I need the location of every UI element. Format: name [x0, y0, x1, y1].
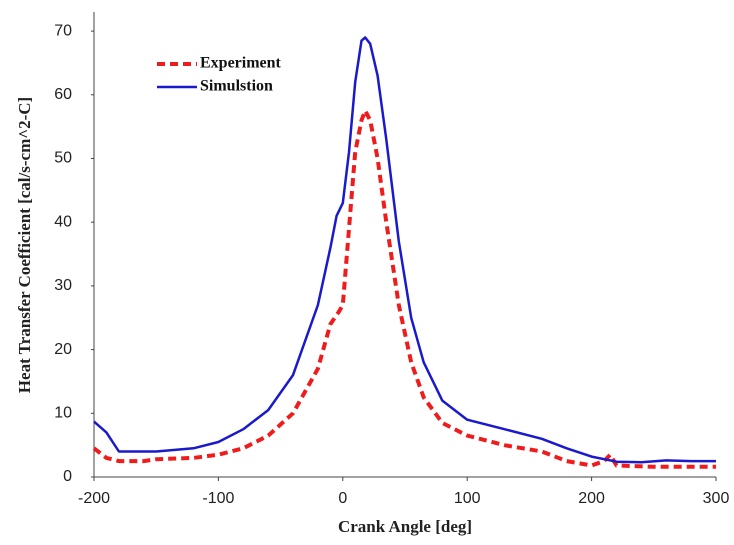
x-axis-label: Crank Angle [deg] [338, 517, 472, 536]
y-tick-label: 70 [54, 22, 72, 39]
y-tick-label: 50 [54, 150, 72, 167]
y-tick-label: 40 [54, 213, 72, 230]
series-line [92, 108, 716, 469]
x-tick-label: -200 [78, 490, 110, 507]
legend-label: Experiment [200, 55, 282, 72]
x-tick-label: 100 [454, 490, 481, 507]
legend-label: Simulstion [200, 78, 273, 95]
x-tick-label: 300 [703, 490, 730, 507]
x-tick-label: 200 [578, 490, 605, 507]
x-tick-label: -100 [202, 490, 234, 507]
y-tick-label: 0 [63, 468, 72, 485]
x-tick-label: 0 [338, 490, 347, 507]
y-tick-label: 30 [54, 277, 72, 294]
y-tick-label: 60 [54, 86, 72, 103]
y-tick-label: 20 [54, 341, 72, 358]
series-line [93, 36, 716, 464]
y-axis-label: Heat Transfer Coefficient [cal/s-cm^2-C] [15, 97, 34, 393]
y-tick-label: 10 [54, 405, 72, 422]
